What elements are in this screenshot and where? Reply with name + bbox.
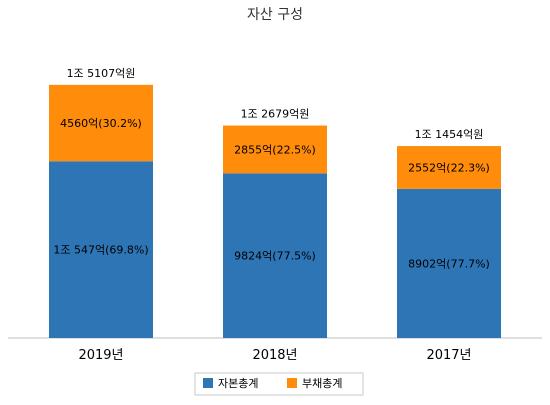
bar-segment-liabilities-3 — [397, 146, 501, 189]
labels-layer: 1조 547억(69.8%) 4560억(30.2%) 1조 5107억원 2019년… — [53, 67, 489, 363]
legend: 자본총계 부채총계 — [194, 372, 364, 396]
x-tick-label: 2018년 — [252, 348, 297, 363]
bars-layer — [49, 84, 501, 338]
segment-data-label: 8902억(77.7%) — [408, 257, 490, 270]
segment-data-label: 2855억(22.5%) — [234, 143, 316, 156]
legend-frame — [194, 372, 364, 396]
bar-segment-liabilities-1 — [49, 84, 153, 162]
bar-total-label: 1조 1454억원 — [415, 128, 484, 141]
bar-segment-equity-3 — [397, 188, 501, 338]
bar-total-label: 1조 2679억원 — [241, 108, 310, 121]
x-tick-label: 2019년 — [78, 348, 123, 363]
legend-label-liabilities: 부채총계 — [302, 377, 342, 390]
legend-swatch-equity — [203, 378, 213, 388]
bar-segment-liabilities-2 — [223, 125, 327, 174]
bar-segment-equity-2 — [223, 173, 327, 338]
segment-data-label: 4560억(30.2%) — [60, 117, 142, 130]
x-tick-label: 2017년 — [426, 348, 471, 363]
bar-total-label: 1조 5107억원 — [67, 67, 136, 80]
legend-swatch-liabilities — [287, 378, 297, 388]
bar-segment-equity-1 — [49, 161, 153, 338]
segment-data-label: 9824억(77.5%) — [234, 250, 316, 263]
legend-label-equity: 자본총계 — [218, 377, 258, 390]
segment-data-label: 2552억(22.3%) — [408, 161, 490, 174]
segment-data-label: 1조 547억(69.8%) — [53, 244, 148, 257]
chart-title: 자산 구성 — [247, 7, 303, 23]
